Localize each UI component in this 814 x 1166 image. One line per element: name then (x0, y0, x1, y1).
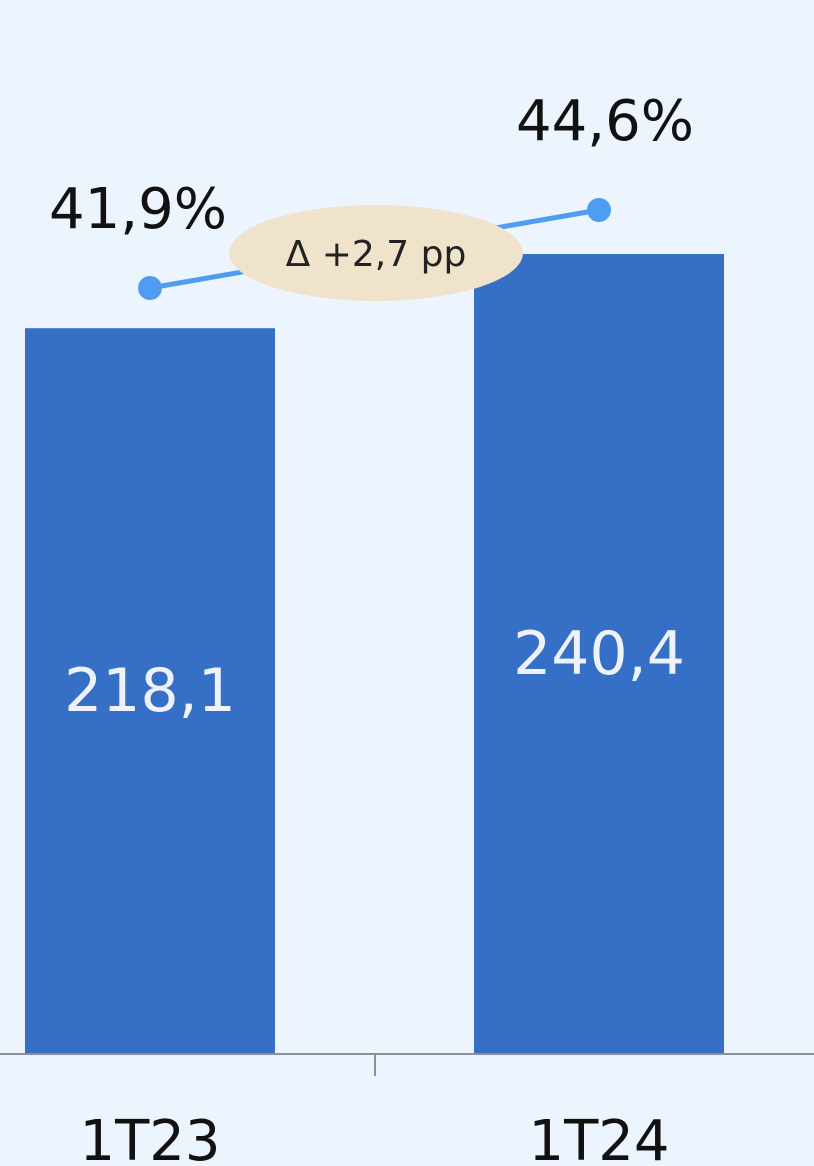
bar-1t23 (25, 328, 275, 1054)
delta-badge (229, 205, 523, 301)
category-label-1t24: 1T24 (528, 1109, 669, 1166)
category-label-1t23: 1T23 (79, 1109, 220, 1166)
margin-point-1t23 (138, 276, 162, 300)
bar-1t24 (474, 254, 724, 1054)
bar-label-1t24: 240,4 (513, 619, 685, 689)
margin-label-1t23: 41,9% (49, 177, 227, 242)
margin-label-1t24: 44,6% (516, 89, 694, 154)
bar-label-1t23: 218,1 (64, 656, 236, 726)
margin-point-1t24 (587, 198, 611, 222)
delta-label: Δ +2,7 pp (286, 234, 467, 275)
